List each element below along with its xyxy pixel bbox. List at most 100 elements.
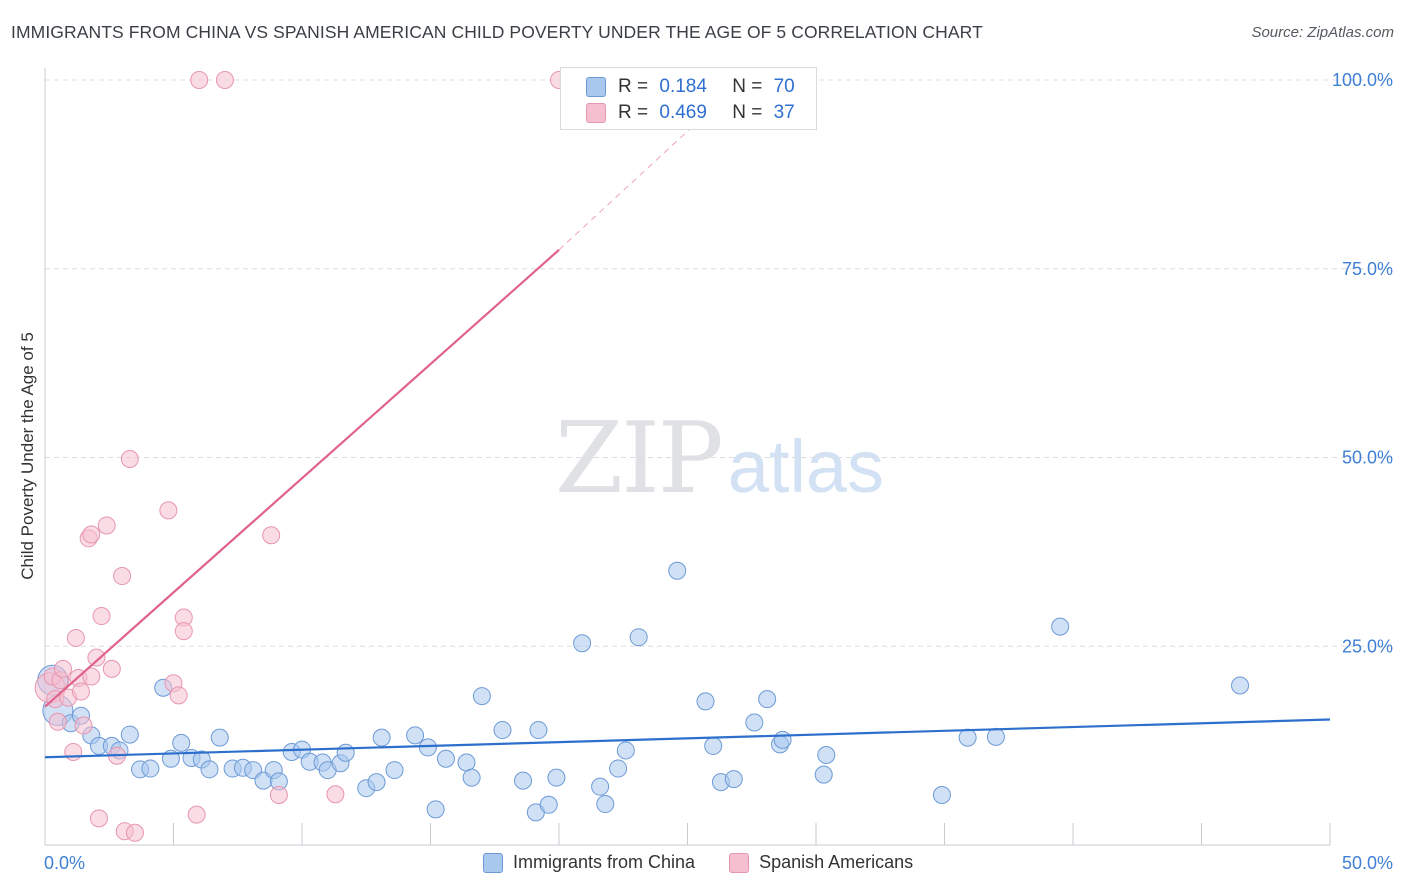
x-tick-label: 0.0% bbox=[44, 853, 85, 873]
china-point bbox=[457, 753, 476, 772]
spanish-point bbox=[92, 607, 111, 626]
spanish-point bbox=[262, 526, 281, 545]
china-point bbox=[372, 728, 391, 747]
china-point bbox=[418, 738, 437, 757]
r-value-spanish: 0.469 bbox=[659, 102, 707, 123]
china-point bbox=[1051, 617, 1070, 636]
spanish-trend-extension bbox=[558, 83, 740, 251]
china-point bbox=[200, 760, 219, 779]
china-point bbox=[616, 741, 635, 760]
spanish-point bbox=[326, 785, 345, 804]
n-value-spanish: 37 bbox=[773, 102, 795, 123]
legend-label-spanish: Spanish Americans bbox=[759, 852, 914, 872]
china-point bbox=[814, 765, 833, 784]
china-point bbox=[817, 745, 836, 764]
y-tick-label: 50.0% bbox=[1342, 448, 1393, 468]
china-point bbox=[668, 561, 687, 580]
spanish-point bbox=[64, 742, 83, 761]
china-point bbox=[436, 749, 455, 768]
spanish-swatch bbox=[586, 103, 606, 123]
spanish-point bbox=[74, 716, 93, 735]
legend-item-spanish[interactable]: Spanish Americans bbox=[729, 852, 913, 873]
china-swatch bbox=[483, 852, 503, 873]
spanish-point bbox=[82, 667, 101, 686]
n-label: N = bbox=[732, 102, 763, 123]
china-point bbox=[529, 721, 548, 740]
legend-label-china: Immigrants from China bbox=[513, 852, 696, 872]
china-point bbox=[986, 727, 1005, 746]
china-point bbox=[629, 628, 648, 647]
n-value-china: 70 bbox=[773, 76, 795, 97]
spanish-point bbox=[53, 659, 72, 678]
spanish-point bbox=[215, 71, 234, 89]
china-point bbox=[172, 733, 191, 752]
china-point bbox=[609, 759, 628, 778]
watermark-zip: ZIP bbox=[555, 402, 724, 516]
spanish-point bbox=[97, 516, 116, 535]
spanish-point bbox=[269, 785, 288, 804]
x-tick-label: 50.0% bbox=[1342, 853, 1393, 873]
spanish-point bbox=[66, 628, 85, 647]
r-label: R = bbox=[618, 76, 649, 97]
china-point bbox=[120, 725, 139, 744]
stats-legend: R = 0.184 N = 70 R = 0.469 N = 37 bbox=[560, 67, 817, 130]
china-point bbox=[932, 785, 951, 804]
china-point bbox=[773, 730, 792, 749]
r-label: R = bbox=[618, 102, 649, 123]
china-point bbox=[958, 728, 977, 747]
spanish-point bbox=[113, 567, 132, 586]
china-point bbox=[596, 795, 615, 814]
legend-item-china[interactable]: Immigrants from China bbox=[483, 852, 695, 873]
watermark: ZIPatlas bbox=[555, 402, 884, 516]
china-point bbox=[472, 687, 491, 706]
china-point bbox=[573, 634, 592, 653]
china-point bbox=[367, 773, 386, 792]
china-point bbox=[406, 726, 425, 745]
y-tick-label: 75.0% bbox=[1342, 259, 1393, 279]
n-label: N = bbox=[732, 76, 763, 97]
china-swatch bbox=[586, 77, 606, 97]
watermark-atlas: atlas bbox=[727, 425, 885, 508]
china-point bbox=[1231, 676, 1250, 695]
spanish-point bbox=[125, 823, 144, 842]
spanish-point bbox=[102, 659, 121, 678]
china-point bbox=[758, 690, 777, 709]
china-point bbox=[547, 768, 566, 787]
china-point bbox=[426, 800, 445, 819]
china-point bbox=[539, 795, 558, 814]
china-point bbox=[210, 728, 229, 747]
china-point bbox=[724, 770, 743, 789]
china-trend-line bbox=[44, 718, 1331, 759]
china-point bbox=[141, 759, 160, 778]
chart-title: IMMIGRANTS FROM CHINA VS SPANISH AMERICA… bbox=[11, 22, 983, 42]
china-point bbox=[745, 713, 764, 732]
r-value-china: 0.184 bbox=[659, 76, 707, 97]
china-point bbox=[591, 777, 610, 796]
spanish-point bbox=[89, 809, 108, 828]
china-point bbox=[493, 721, 512, 740]
spanish-point bbox=[71, 682, 90, 701]
spanish-trend-line bbox=[44, 249, 560, 708]
china-point bbox=[696, 692, 715, 711]
spanish-point bbox=[48, 712, 67, 731]
china-point bbox=[514, 771, 533, 790]
spanish-point bbox=[159, 501, 178, 520]
y-tick-label: 25.0% bbox=[1342, 636, 1393, 656]
source-label: Source: ZipAtlas.com bbox=[1251, 24, 1394, 41]
china-point bbox=[385, 761, 404, 780]
china-point bbox=[336, 743, 355, 762]
y-axis-label: Child Poverty Under the Age of 5 bbox=[18, 332, 37, 580]
china-point bbox=[704, 736, 723, 755]
spanish-point bbox=[187, 805, 206, 824]
china-point bbox=[462, 768, 481, 787]
spanish-point bbox=[87, 648, 106, 667]
spanish-point bbox=[169, 686, 188, 705]
bottom-legend: Immigrants from China Spanish Americans bbox=[483, 852, 947, 873]
spanish-point bbox=[120, 450, 139, 469]
spanish-point bbox=[190, 71, 209, 89]
spanish-point bbox=[82, 525, 101, 544]
spanish-point bbox=[174, 622, 193, 641]
spanish-swatch bbox=[729, 852, 750, 873]
y-tick-label: 100.0% bbox=[1332, 70, 1393, 90]
